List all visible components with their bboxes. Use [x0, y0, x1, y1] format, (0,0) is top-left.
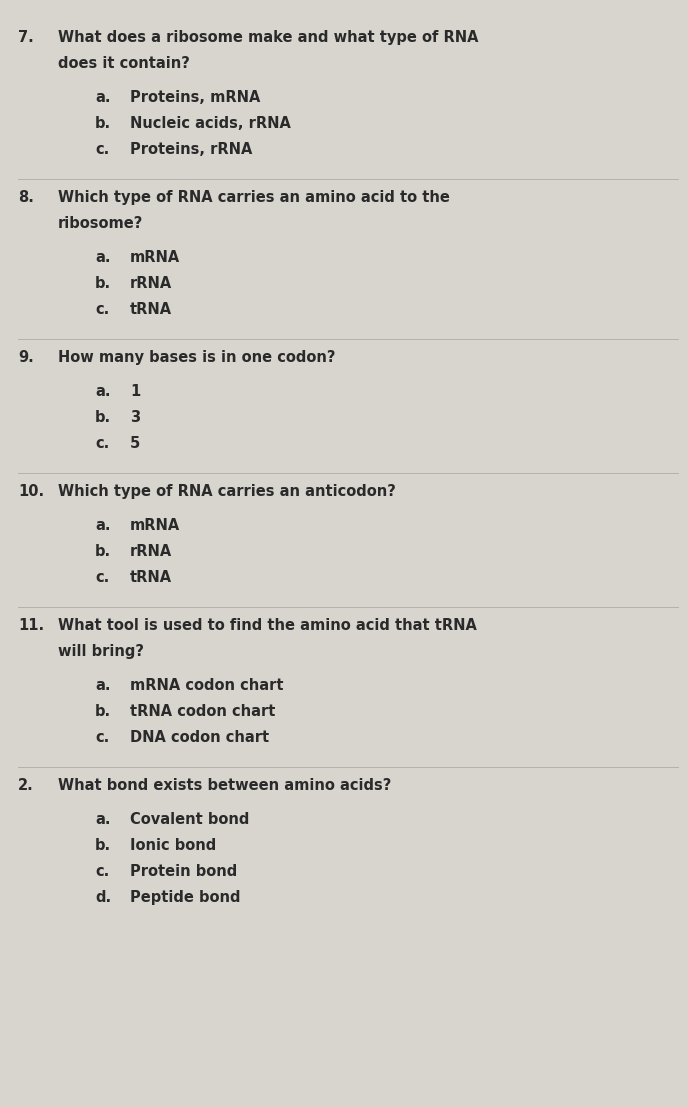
Text: will bring?: will bring? — [58, 644, 144, 659]
Text: tRNA codon chart: tRNA codon chart — [130, 704, 275, 720]
Text: a.: a. — [95, 90, 111, 105]
Text: 10.: 10. — [18, 484, 44, 499]
Text: c.: c. — [95, 863, 109, 879]
Text: c.: c. — [95, 302, 109, 317]
Text: What bond exists between amino acids?: What bond exists between amino acids? — [58, 778, 391, 793]
Text: b.: b. — [95, 544, 111, 559]
Text: tRNA: tRNA — [130, 302, 172, 317]
Text: b.: b. — [95, 838, 111, 853]
Text: b.: b. — [95, 410, 111, 425]
Text: 1: 1 — [130, 384, 140, 399]
Text: 7.: 7. — [18, 30, 34, 45]
Text: 8.: 8. — [18, 190, 34, 205]
Text: Proteins, rRNA: Proteins, rRNA — [130, 142, 252, 157]
Text: mRNA: mRNA — [130, 518, 180, 532]
Text: b.: b. — [95, 116, 111, 131]
Text: a.: a. — [95, 518, 111, 532]
Text: 2.: 2. — [18, 778, 34, 793]
Text: c.: c. — [95, 730, 109, 745]
Text: How many bases is in one codon?: How many bases is in one codon? — [58, 350, 336, 365]
Text: 9.: 9. — [18, 350, 34, 365]
Text: What does a ribosome make and what type of RNA: What does a ribosome make and what type … — [58, 30, 478, 45]
Text: What tool is used to find the amino acid that tRNA: What tool is used to find the amino acid… — [58, 618, 477, 633]
Text: Covalent bond: Covalent bond — [130, 813, 249, 827]
Text: a.: a. — [95, 813, 111, 827]
Text: mRNA: mRNA — [130, 250, 180, 265]
Text: ribosome?: ribosome? — [58, 216, 143, 231]
Text: mRNA codon chart: mRNA codon chart — [130, 677, 283, 693]
Text: Protein bond: Protein bond — [130, 863, 237, 879]
Text: 11.: 11. — [18, 618, 44, 633]
Text: Which type of RNA carries an amino acid to the: Which type of RNA carries an amino acid … — [58, 190, 450, 205]
Text: Ionic bond: Ionic bond — [130, 838, 216, 853]
Text: b.: b. — [95, 704, 111, 720]
Text: rRNA: rRNA — [130, 544, 172, 559]
Text: 3: 3 — [130, 410, 140, 425]
Text: c.: c. — [95, 570, 109, 584]
Text: a.: a. — [95, 677, 111, 693]
Text: Which type of RNA carries an anticodon?: Which type of RNA carries an anticodon? — [58, 484, 396, 499]
Text: a.: a. — [95, 384, 111, 399]
Text: d.: d. — [95, 890, 111, 906]
Text: 5: 5 — [130, 436, 140, 451]
Text: c.: c. — [95, 436, 109, 451]
Text: tRNA: tRNA — [130, 570, 172, 584]
Text: does it contain?: does it contain? — [58, 56, 190, 71]
Text: Peptide bond: Peptide bond — [130, 890, 241, 906]
Text: a.: a. — [95, 250, 111, 265]
Text: Nucleic acids, rRNA: Nucleic acids, rRNA — [130, 116, 291, 131]
Text: rRNA: rRNA — [130, 276, 172, 291]
Text: DNA codon chart: DNA codon chart — [130, 730, 269, 745]
Text: c.: c. — [95, 142, 109, 157]
Text: Proteins, mRNA: Proteins, mRNA — [130, 90, 260, 105]
Text: b.: b. — [95, 276, 111, 291]
